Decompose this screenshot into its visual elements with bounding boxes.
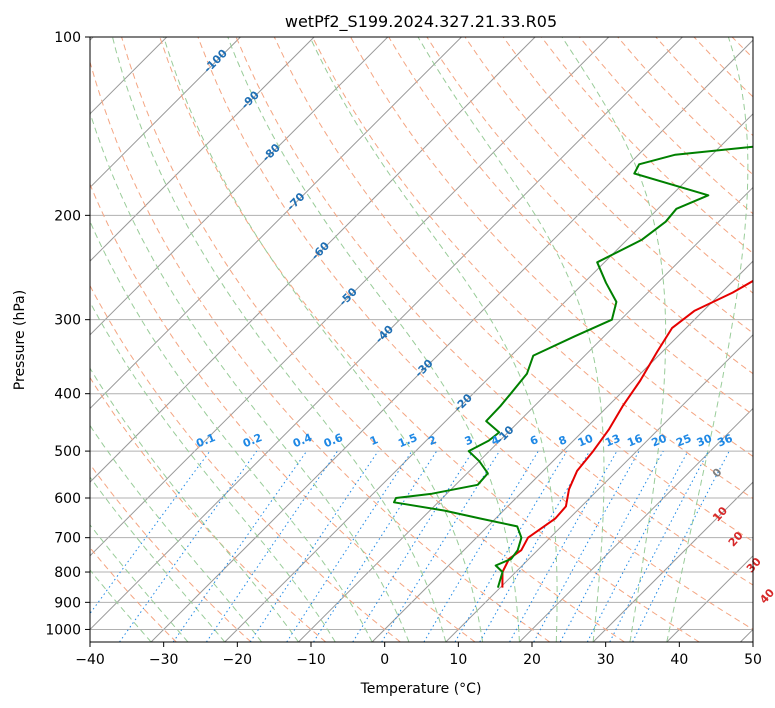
moist-adiabat-line: [90, 524, 189, 642]
x-tick-label: −40: [75, 652, 105, 668]
isotherm-line: [371, 260, 753, 642]
isotherm-line: [90, 37, 389, 336]
mixing-ratio-label: 13: [603, 432, 622, 450]
moist-adiabat-line: [417, 37, 605, 642]
y-tick-label: 700: [54, 531, 81, 547]
dry-adiabat-line: [90, 463, 252, 642]
dry-adiabat-line: [235, 37, 753, 586]
dry-adiabat-line: [159, 37, 700, 642]
chart-title: wetPf2_S199.2024.327.21.33.R05: [285, 12, 557, 32]
x-tick-label: 0: [380, 652, 389, 668]
x-tick-label: 50: [744, 652, 762, 668]
mixing-ratio-line: [423, 450, 539, 642]
x-tick-label: −20: [223, 652, 253, 668]
dry-adiabat-line: [197, 37, 753, 630]
dry-adiabat-line: [311, 37, 753, 500]
moist-adiabat-line: [666, 37, 749, 642]
mixing-ratio-label: 10: [576, 432, 595, 450]
temperature-profile-line: [501, 279, 753, 588]
mixing-ratio-label: 30: [695, 432, 714, 450]
mixing-ratio-label: 25: [674, 432, 693, 450]
x-axis-ticks: −40 −30 −20 −10 0 10 20 30 40 50: [75, 642, 762, 668]
moist-adiabat-lines: [90, 37, 749, 642]
moist-adiabat-line: [90, 220, 373, 642]
isotherm-line: [90, 37, 610, 557]
dewpoint-profile-line: [393, 145, 753, 588]
mixing-ratio-line: [119, 450, 258, 642]
isotherm-line: [224, 113, 753, 642]
mixing-ratio-label: 20: [650, 432, 669, 450]
isobar-gridlines: [90, 37, 753, 630]
x-tick-label: −10: [296, 652, 326, 668]
moist-adiabat-line: [561, 37, 667, 642]
dry-adiabat-line: [121, 37, 625, 642]
mixing-ratio-label: 1: [368, 433, 380, 448]
moist-adiabat-line: [112, 37, 447, 642]
mixing-ratio-line: [172, 450, 308, 642]
y-axis-ticks: 100 200 300 400 500 600 700 800 900 1000: [45, 30, 90, 638]
y-tick-label: 200: [54, 208, 81, 224]
isotherm-line: [150, 39, 753, 642]
mixing-ratio-label: 8: [557, 433, 569, 448]
isotherm-line: [592, 481, 753, 642]
y-tick-label: 800: [54, 565, 81, 581]
isotherm-line: [90, 37, 241, 189]
mixing-ratio-label: 2: [427, 433, 439, 448]
y-tick-label: 300: [54, 313, 81, 329]
sounding-series: [393, 145, 753, 588]
mixing-ratio-label: 16: [625, 432, 644, 450]
mixing-ratio-line: [559, 450, 664, 642]
mixing-ratio-line: [586, 450, 689, 642]
moist-adiabat-line: [163, 37, 484, 642]
isotherm-line: [90, 37, 536, 483]
isotherm-line: [90, 37, 315, 262]
mixing-ratio-label: 36: [715, 432, 734, 450]
moist-adiabat-line: [227, 37, 520, 642]
dry-adiabat-line: [502, 37, 753, 294]
y-tick-label: 900: [54, 595, 81, 611]
x-axis-title: Temperature (°C): [360, 681, 482, 697]
isotherm-line: [90, 37, 462, 410]
y-axis-title: Pressure (hPa): [12, 290, 28, 390]
mixing-ratio-line: [313, 450, 438, 642]
y-tick-label: 500: [54, 444, 81, 460]
moist-adiabat-line: [90, 476, 226, 642]
x-tick-label: 20: [523, 652, 541, 668]
dry-adiabat-line: [90, 60, 551, 642]
mixing-ratio-label: 3: [463, 433, 475, 448]
x-tick-label: −30: [149, 652, 179, 668]
mixing-ratio-lines: [90, 450, 730, 642]
y-tick-label: 400: [54, 387, 81, 403]
y-tick-label: 1000: [45, 622, 81, 638]
mixing-ratio-line: [286, 450, 413, 642]
isotherm-line: [519, 407, 753, 642]
y-tick-label: 600: [54, 491, 81, 507]
mixing-ratio-line: [352, 450, 474, 642]
x-tick-label: 10: [449, 652, 467, 668]
x-tick-label: 40: [670, 652, 688, 668]
isotherm-line: [445, 334, 753, 642]
x-tick-label: 30: [597, 652, 615, 668]
plot-area: [90, 37, 753, 642]
dry-adiabat-line: [273, 37, 753, 543]
moist-adiabat-line: [90, 111, 410, 642]
y-tick-label: 100: [54, 30, 81, 46]
moist-adiabat-line: [309, 37, 558, 642]
mixing-ratio-line: [249, 450, 379, 642]
mixing-ratio-line: [381, 450, 500, 642]
plot-frame: [89, 36, 754, 643]
mixing-ratio-line: [205, 450, 338, 642]
moist-adiabat-line: [90, 424, 262, 642]
